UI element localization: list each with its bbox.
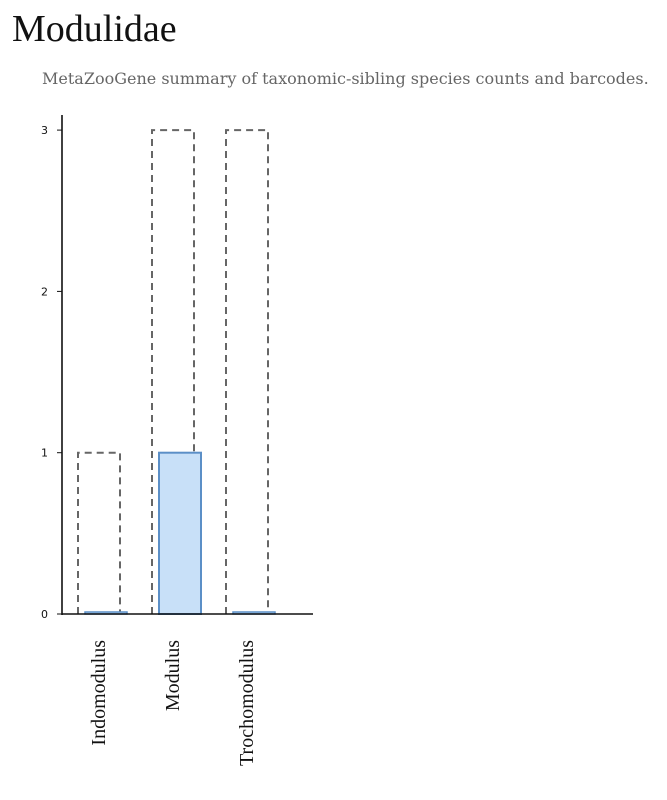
y-tick-label: 0 [41, 608, 48, 621]
page-title: Modulidae [12, 8, 177, 50]
chart-axes [61, 115, 313, 615]
y-axis-ticks: 0 1 2 3 [41, 124, 62, 621]
y-tick-label: 1 [41, 447, 48, 460]
chart-bars [77, 129, 276, 616]
species-count-bar [77, 451, 121, 614]
x-axis-labels: Indomodulus Modulus Trochomodulus [88, 640, 258, 766]
y-tick-label: 3 [41, 124, 48, 137]
species-count-bar [225, 129, 269, 614]
barcode-count-bar [158, 451, 202, 616]
x-category-label: Indomodulus [88, 640, 110, 746]
species-count-bar [151, 129, 195, 614]
x-category-label: Modulus [162, 640, 184, 711]
y-tick-label: 2 [41, 285, 48, 298]
x-category-label: Trochomodulus [236, 640, 258, 766]
page-subtitle: MetaZooGene summary of taxonomic-sibling… [42, 69, 649, 88]
